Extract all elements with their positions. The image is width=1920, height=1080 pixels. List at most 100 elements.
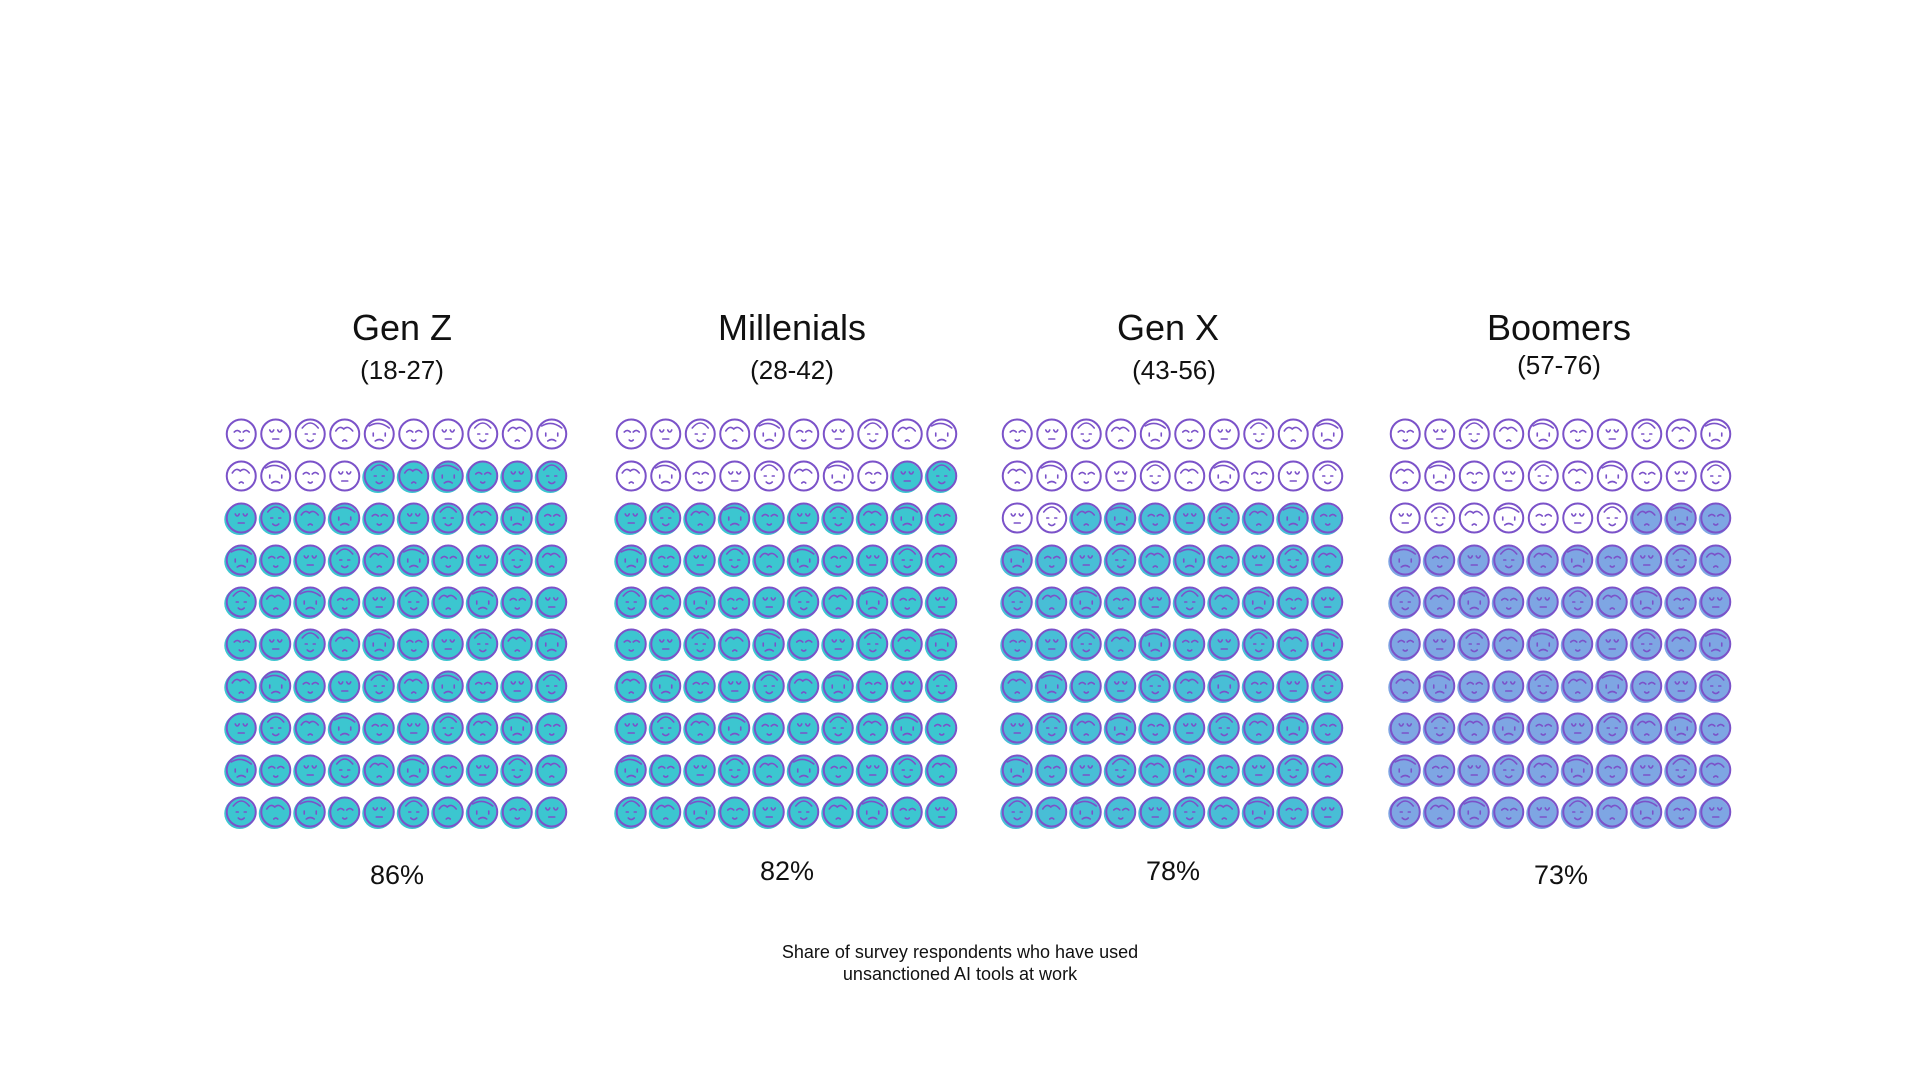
person-head-outline: [719, 544, 751, 576]
person-head-outline: [398, 502, 430, 534]
person-head-outline: [225, 628, 257, 660]
person-face-features: [1286, 471, 1301, 482]
person-fill: [362, 672, 394, 703]
person-head-outline: [822, 586, 854, 618]
person-face-features: [654, 674, 677, 694]
person-fill: [752, 630, 784, 661]
person-fill: [1629, 672, 1661, 703]
person-fill: [1172, 798, 1204, 829]
person-head-outline: [1208, 586, 1240, 618]
group-range-gen-x: (43-56): [1132, 355, 1216, 385]
person-fill: [1310, 672, 1342, 703]
person-icon-filled: [327, 712, 361, 745]
person-fill: [293, 798, 325, 829]
person-face-features: [544, 597, 559, 608]
person-face-features: [1532, 632, 1555, 652]
person-icon-filled: [752, 544, 785, 577]
person-icon-filled: [1069, 712, 1102, 745]
person-fill: [752, 504, 784, 535]
person-fill: [1526, 756, 1558, 787]
person-head-outline: [1105, 712, 1137, 744]
person-fill: [1595, 714, 1627, 745]
person-icon-filled: [890, 502, 923, 535]
person-icon-empty: [1527, 418, 1559, 450]
person-icon-filled: [534, 460, 568, 493]
person-icon-filled: [1000, 712, 1033, 745]
person-head-outline: [1277, 670, 1309, 702]
person-icon-filled: [362, 586, 395, 619]
person-face-features: [1215, 506, 1234, 527]
person-face-features: [1636, 720, 1656, 736]
person-face-features: [1535, 723, 1553, 736]
person-icon-filled: [1034, 628, 1068, 661]
person-icon-filled: [752, 796, 785, 829]
person-icon-filled: [890, 754, 923, 787]
person-fill: [855, 630, 887, 661]
person-fill: [1207, 714, 1239, 745]
person-face-features: [1635, 800, 1658, 820]
person-head-outline: [650, 796, 682, 828]
person-fill: [855, 714, 887, 745]
person-face-features: [1006, 758, 1029, 778]
person-fill: [1207, 798, 1239, 829]
person-head-outline: [1312, 796, 1344, 828]
person-icon-filled: [362, 670, 395, 703]
person-face-features: [1112, 597, 1130, 610]
person-icon-filled: [1698, 586, 1732, 619]
person-face-features: [471, 800, 494, 820]
person-fill: [1172, 504, 1204, 535]
person-icon-empty: [857, 418, 889, 450]
person-head-outline: [1105, 586, 1137, 618]
person-face-features: [1466, 681, 1484, 694]
person-icon-empty: [1070, 460, 1102, 492]
person-head-outline: [1424, 670, 1456, 702]
person-fill: [500, 462, 532, 493]
person-head-outline: [363, 754, 395, 786]
person-head-outline: [1036, 502, 1068, 534]
person-icon-empty: [260, 460, 292, 492]
person-icon-filled: [327, 502, 361, 535]
person-head-outline: [1001, 712, 1033, 744]
person-icon-filled: [293, 628, 326, 661]
person-icon-empty: [1631, 418, 1663, 450]
person-face-features: [299, 590, 322, 610]
person-face-features: [1463, 590, 1486, 610]
person-icon-filled: [1457, 754, 1490, 787]
person-icon-filled: [1276, 712, 1309, 745]
person-face-features: [1181, 429, 1199, 442]
person-fill: [1241, 672, 1273, 703]
person-icon-filled: [293, 670, 326, 703]
person-fill: [890, 672, 922, 703]
person-icon-filled: [258, 544, 292, 577]
person-face-features: [1010, 513, 1025, 524]
person-face-features: [654, 464, 677, 484]
person-icon-filled: [1422, 628, 1456, 661]
person-face-features: [934, 807, 949, 818]
person-fill: [1595, 756, 1627, 787]
person-face-features: [541, 762, 561, 778]
person-fill: [1069, 546, 1101, 577]
person-fill: [1069, 588, 1101, 619]
person-head-outline: [1665, 502, 1697, 534]
person-face-features: [792, 548, 815, 568]
person-head-outline: [363, 460, 395, 492]
person-face-features: [1249, 422, 1268, 443]
person-fill: [1629, 630, 1661, 661]
person-face-features: [543, 723, 561, 736]
person-icon-empty: [1631, 460, 1663, 492]
person-head-outline: [684, 670, 716, 702]
person-face-features: [264, 674, 287, 694]
person-fill: [1560, 756, 1592, 787]
person-icon-empty: [1562, 460, 1594, 492]
person-fill: [1103, 546, 1135, 577]
person-icon-filled: [855, 796, 889, 829]
person-face-features: [724, 636, 744, 652]
person-face-features: [1250, 681, 1268, 694]
person-face-features: [1110, 636, 1130, 652]
person-face-features: [1318, 464, 1337, 485]
person-icon-filled: [1526, 796, 1559, 829]
person-head-outline: [1631, 460, 1663, 492]
person-head-outline: [1174, 628, 1206, 660]
person-icon-filled: [683, 796, 716, 829]
person-head-outline: [536, 460, 568, 492]
